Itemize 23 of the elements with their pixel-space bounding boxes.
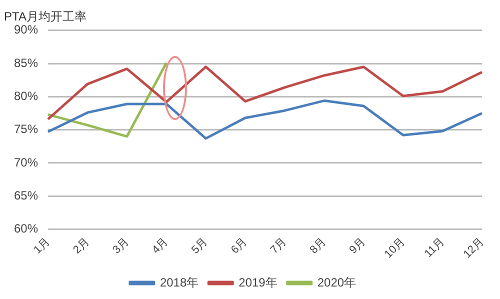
x-tick-label: 3月 — [110, 236, 132, 256]
y-tick-label: 80% — [14, 88, 38, 103]
x-tick-label: 5月 — [190, 236, 210, 256]
legend-label: 2020年 — [317, 275, 356, 290]
x-tick-label: 2月 — [71, 236, 92, 256]
x-tick-label: 12月 — [461, 236, 486, 261]
y-tick-label: 60% — [14, 222, 38, 236]
x-tick-label: 10月 — [382, 236, 408, 261]
x-tick-label: 9月 — [347, 236, 368, 256]
x-tick-label: 8月 — [308, 236, 328, 256]
y-tick-label: 75% — [14, 122, 38, 136]
x-tick-label: 6月 — [228, 236, 250, 256]
y-tick-label: 85% — [14, 56, 38, 70]
chart-title: PTA月均开工率 — [4, 10, 86, 24]
y-tick-label: 70% — [14, 155, 38, 170]
x-tick-label: 11月 — [422, 236, 447, 260]
y-tick-label: 90% — [14, 22, 38, 37]
y-tick-label: 65% — [14, 188, 38, 202]
x-tick-label: 4月 — [150, 236, 171, 256]
x-tick-label: 7月 — [268, 236, 289, 256]
legend-label: 2019年 — [238, 275, 278, 290]
x-tick-label: 1月 — [32, 236, 52, 256]
legend-label: 2018年 — [160, 275, 199, 290]
